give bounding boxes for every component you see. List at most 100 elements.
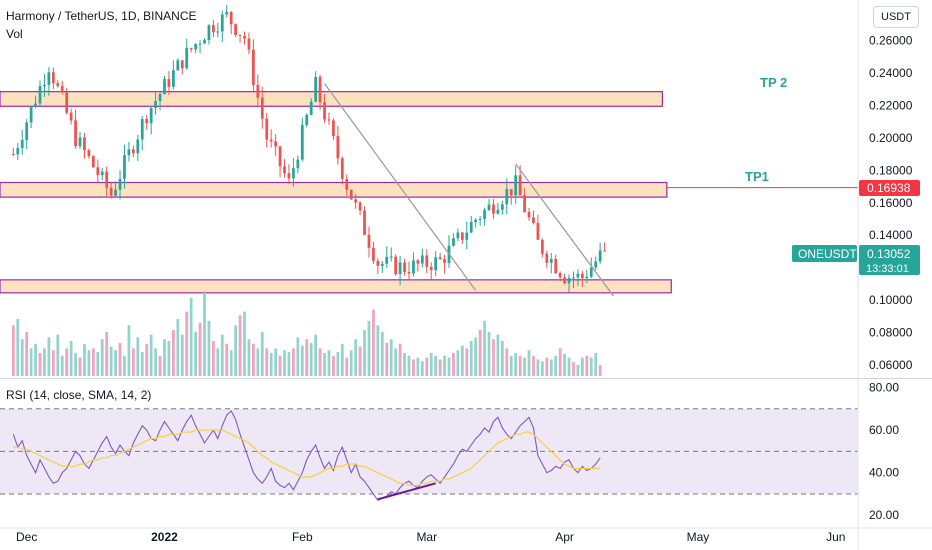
volume-bar (567, 357, 571, 376)
price-tick-label: 0.18000 (869, 163, 913, 177)
candle-body (123, 155, 126, 179)
volume-bar (389, 339, 393, 376)
volume-bar (420, 361, 424, 376)
volume-bar (180, 334, 184, 376)
volume-bar (283, 350, 286, 376)
volume-bar (367, 320, 371, 376)
volume-bar (505, 348, 509, 376)
pane-separator[interactable] (0, 378, 932, 379)
candle-body (185, 48, 189, 69)
price-tick-label: 0.24000 (869, 66, 913, 80)
volume-bar (385, 342, 389, 376)
candle-body (247, 38, 251, 50)
price-tick-label: 0.26000 (869, 34, 913, 48)
candle-body (380, 263, 384, 266)
candle-body (238, 34, 242, 36)
rsi-title: RSI (14, close, SMA, 14, 2) (6, 388, 152, 402)
candle-body (25, 122, 29, 141)
volume-bar (558, 348, 562, 376)
candle-body (412, 260, 415, 274)
volume-bar (274, 348, 278, 376)
volume-bar (287, 352, 291, 376)
rsi-divergence-line (377, 482, 436, 501)
volume-bar (29, 348, 33, 376)
candle-body (149, 108, 153, 124)
trendlines (324, 83, 615, 297)
time-tick-label: Apr (555, 530, 574, 544)
candle-body (220, 14, 224, 32)
candle-body (114, 189, 117, 196)
rsi-tick-label: 80.00 (869, 381, 899, 395)
volume-bar (345, 357, 349, 376)
candle-body (420, 255, 424, 264)
candle-body (416, 260, 420, 264)
volume-bar (292, 348, 295, 376)
candle-body (358, 202, 362, 211)
candle-body (385, 256, 389, 264)
volume-bar (131, 348, 135, 376)
volume-bar (176, 318, 180, 376)
volume-bar (363, 330, 366, 376)
volume-bar (91, 348, 95, 376)
volume-bar (589, 357, 593, 376)
candle-body (460, 232, 464, 240)
volume-bar (83, 343, 86, 376)
candle-body (563, 277, 566, 284)
candle-body (492, 204, 495, 214)
volume-bar (332, 355, 335, 376)
volume-bar (407, 355, 411, 376)
volume-bar (300, 345, 304, 376)
volume-bars (11, 291, 602, 376)
candle-body (60, 85, 64, 92)
candle-body (287, 173, 291, 179)
candle-body (567, 277, 571, 284)
volume-bar (158, 355, 162, 376)
rsi-tick-label: 20.00 (869, 508, 899, 522)
volume-bar (416, 357, 420, 376)
volume-bar (509, 355, 513, 376)
candle-body (91, 156, 95, 168)
candle-body (118, 178, 122, 190)
candle-body (11, 154, 15, 156)
candle-body (158, 94, 162, 102)
volume-bar (532, 355, 535, 376)
candle-body (354, 199, 358, 203)
candle-body (207, 25, 211, 41)
candle-body (154, 101, 157, 109)
candle-body (407, 272, 411, 274)
candle-body (278, 146, 282, 167)
volume-bar (172, 330, 175, 376)
candle-body (305, 114, 309, 126)
volume-bar (465, 348, 469, 376)
candle-body (580, 273, 584, 279)
volume-bar (514, 353, 518, 376)
candle-body (74, 120, 77, 147)
volume-bar (51, 350, 55, 376)
price-tick-label: 0.08000 (869, 326, 913, 340)
candle-body (487, 204, 491, 211)
volume-bar (296, 337, 300, 376)
candle-body (554, 258, 558, 273)
candle-body (229, 11, 233, 25)
tp-price-text: 0.16938 (867, 181, 911, 195)
volume-bar (540, 361, 544, 376)
candle-body (140, 119, 144, 140)
volume-bar (118, 342, 122, 376)
currency-button[interactable]: USDT (873, 6, 919, 28)
candle-body (300, 125, 304, 160)
volume-bar (167, 341, 171, 376)
volume-bar (243, 311, 246, 376)
symbol-text: ONEUSDT (798, 247, 857, 261)
candle-body (469, 222, 473, 233)
volume-bar (536, 359, 540, 376)
candle-body (265, 118, 269, 140)
volume-bar (220, 334, 224, 376)
candle-body (136, 139, 140, 154)
volume-bar (203, 291, 206, 376)
volume-bar (309, 342, 313, 376)
candle-body (340, 158, 344, 179)
rsi-line (12, 409, 601, 501)
candle-body (69, 112, 73, 121)
volume-bar (447, 357, 451, 376)
